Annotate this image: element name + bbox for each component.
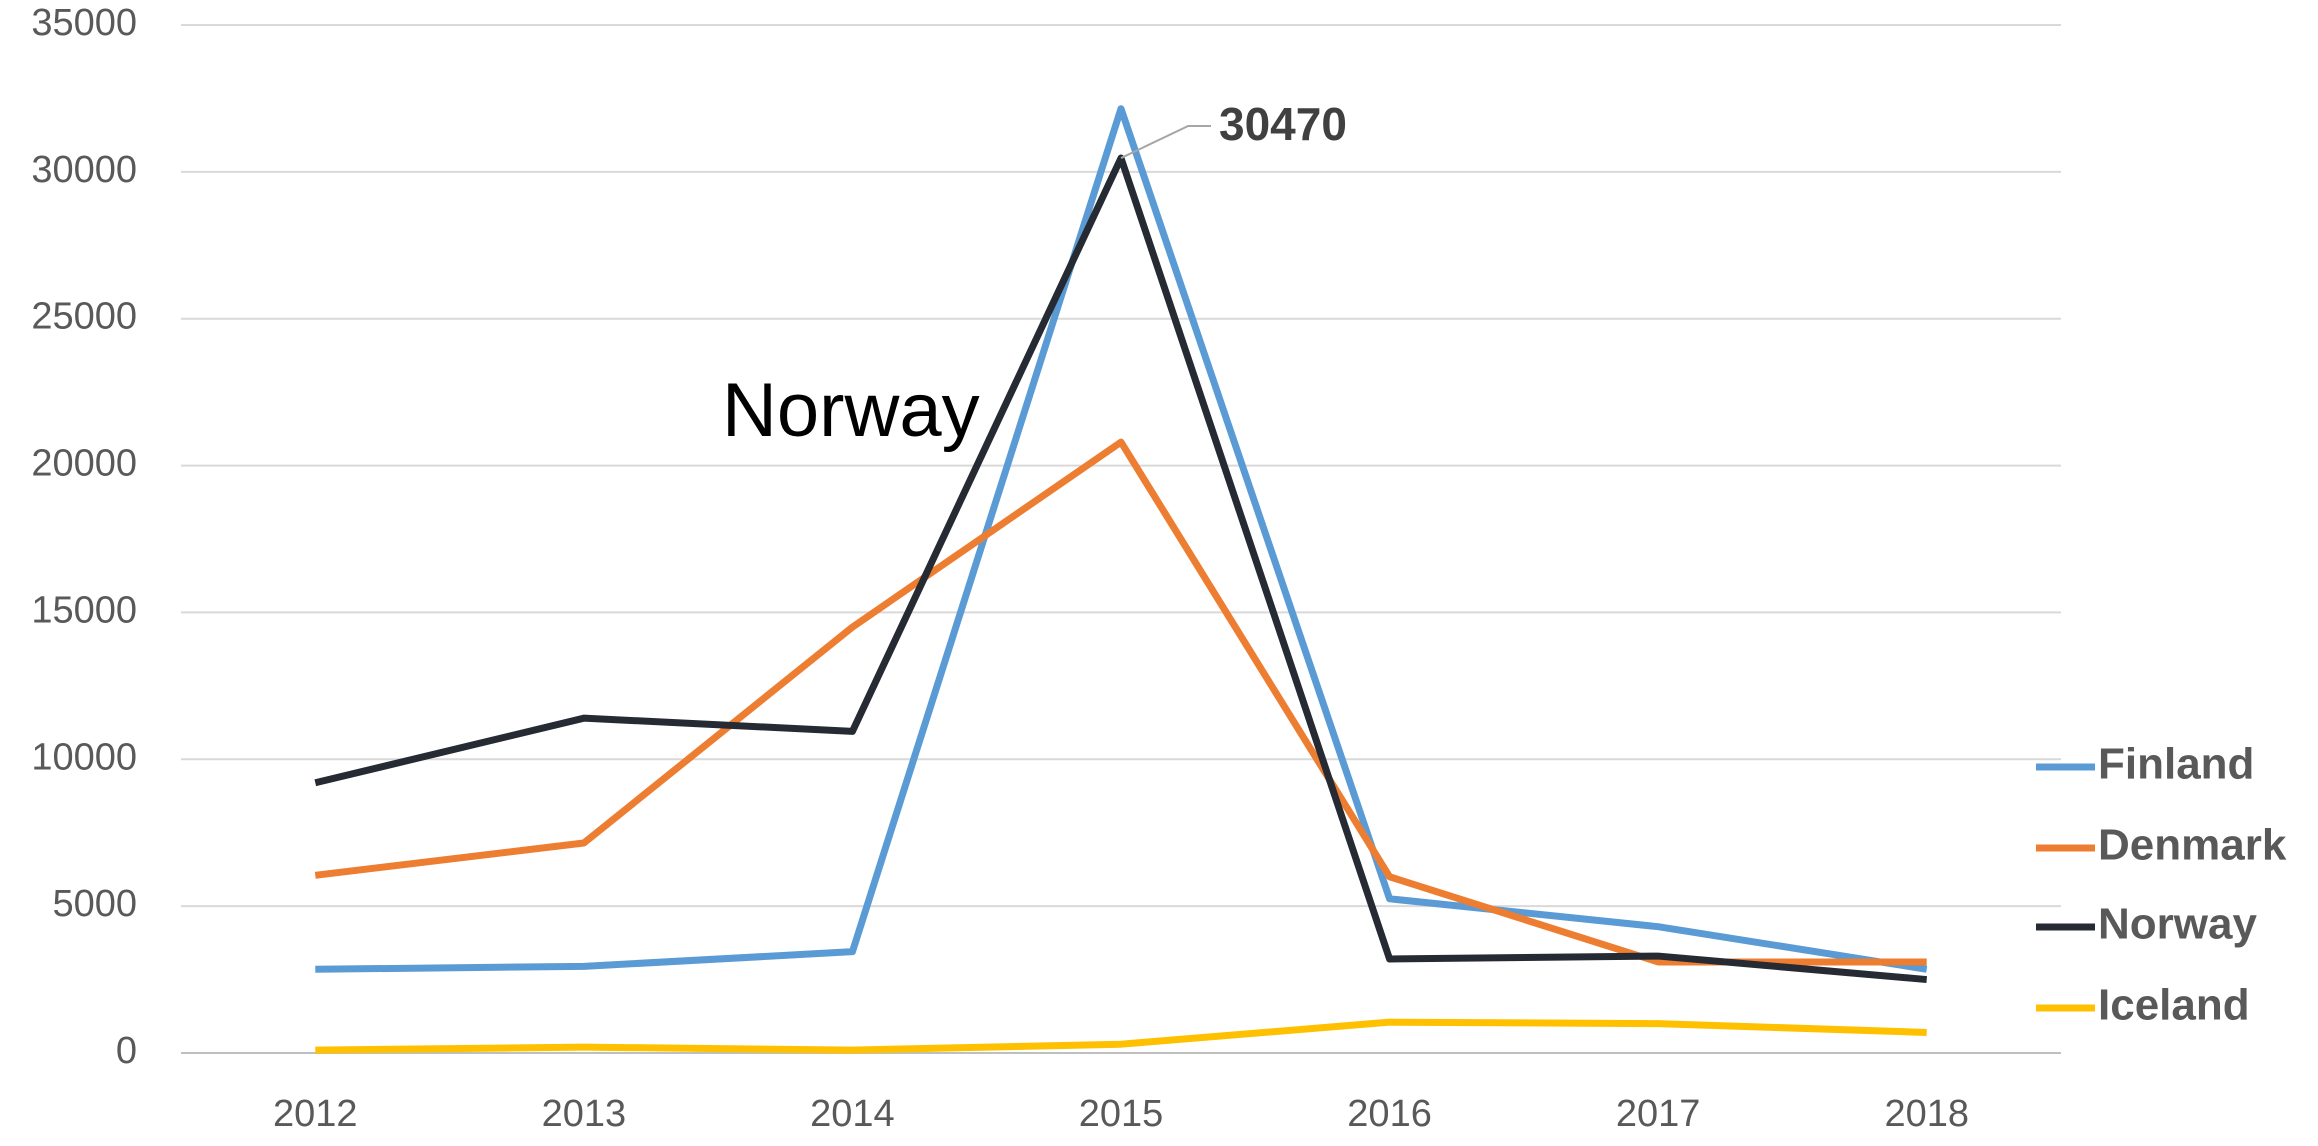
y-tick-label: 10000 <box>31 736 137 778</box>
leader-line <box>1120 125 1211 159</box>
y-tick-label: 15000 <box>31 589 137 631</box>
y-tick-label: 0 <box>116 1030 137 1072</box>
x-tick-label: 2012 <box>273 1093 358 1135</box>
legend-label: Denmark <box>2098 821 2287 870</box>
y-tick-label: 30000 <box>31 149 137 191</box>
y-tick-label: 5000 <box>52 883 137 925</box>
series-line <box>314 154 1928 984</box>
x-tick-label: 2016 <box>1347 1093 1432 1135</box>
annotation: Norway <box>722 368 980 453</box>
series-line <box>315 1018 1927 1054</box>
data-label: 30470 <box>1219 98 1347 150</box>
y-tick-label: 25000 <box>31 296 137 338</box>
x-tick-label: 2018 <box>1884 1093 1969 1135</box>
series-line <box>314 438 1927 966</box>
legend-label: Finland <box>2098 740 2254 789</box>
series-line <box>315 105 1928 973</box>
x-tick-label: 2017 <box>1616 1093 1701 1135</box>
legend-label: Norway <box>2098 900 2257 949</box>
y-tick-label: 35000 <box>31 2 137 44</box>
x-tick-label: 2015 <box>1079 1093 1164 1135</box>
x-tick-label: 2014 <box>810 1093 895 1135</box>
x-tick-label: 2013 <box>542 1093 627 1135</box>
legend-label: Iceland <box>2098 981 2250 1030</box>
y-tick-label: 20000 <box>31 443 137 485</box>
